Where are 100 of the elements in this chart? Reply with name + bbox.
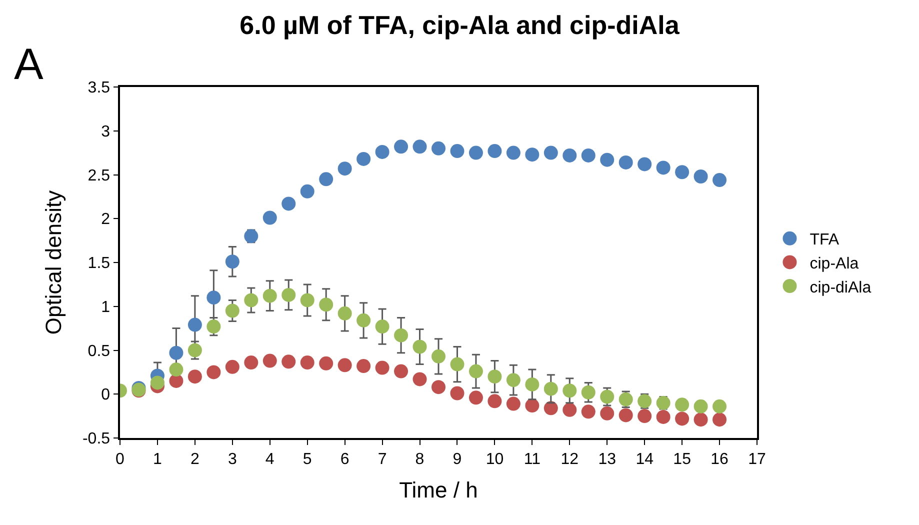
x-tick-label: 3 xyxy=(228,450,237,468)
point xyxy=(675,412,690,426)
point xyxy=(338,162,352,176)
point xyxy=(638,394,652,408)
point xyxy=(675,165,690,180)
point xyxy=(638,157,652,172)
point xyxy=(262,288,277,303)
point xyxy=(188,343,202,358)
point xyxy=(394,364,408,378)
x-tick-label: 8 xyxy=(415,450,424,468)
point xyxy=(562,384,577,398)
point xyxy=(356,313,371,328)
point xyxy=(656,160,670,175)
point xyxy=(525,398,540,413)
point xyxy=(375,144,390,159)
x-tick-label: 12 xyxy=(560,450,579,468)
chart-title: 6.0 µM of TFA, cip-Ala and cip-diAla xyxy=(240,10,680,40)
point xyxy=(675,398,690,412)
x-tick-label: 16 xyxy=(710,450,729,468)
point xyxy=(506,373,520,388)
x-tick-label: 11 xyxy=(524,450,541,468)
point xyxy=(450,357,464,372)
point xyxy=(375,360,390,375)
point xyxy=(319,356,334,370)
point xyxy=(412,372,427,386)
point xyxy=(544,146,558,160)
text: A xyxy=(14,40,44,89)
x-tick-label: 17 xyxy=(748,450,766,468)
point xyxy=(206,365,221,380)
point xyxy=(450,386,464,400)
point xyxy=(694,412,708,427)
point xyxy=(188,370,202,384)
y-tick-label: 2.5 xyxy=(88,167,110,184)
point xyxy=(488,370,502,384)
point xyxy=(638,409,652,424)
point xyxy=(432,349,446,364)
point xyxy=(544,382,558,396)
point xyxy=(319,172,334,186)
point xyxy=(618,392,633,406)
point xyxy=(525,148,540,162)
legend-label: TFA xyxy=(810,232,840,249)
point xyxy=(506,396,520,411)
point xyxy=(544,401,558,416)
point xyxy=(169,362,184,377)
x-tick-label: 6 xyxy=(340,450,350,468)
x-tick-label: 15 xyxy=(673,450,692,468)
point xyxy=(412,140,427,154)
point xyxy=(450,144,464,158)
point xyxy=(600,390,614,404)
point xyxy=(618,155,633,170)
point xyxy=(169,346,184,360)
legend-label: cip-diAla xyxy=(810,279,872,296)
point xyxy=(394,328,408,342)
point xyxy=(562,148,577,162)
point xyxy=(169,374,184,388)
point xyxy=(468,146,483,160)
point xyxy=(282,288,296,302)
point xyxy=(581,385,596,400)
y-tick-label: 3 xyxy=(101,123,110,140)
point xyxy=(244,356,258,370)
y-axis-title: Optical density xyxy=(40,190,66,335)
point xyxy=(150,376,164,390)
point xyxy=(432,380,446,394)
x-tick-label: 9 xyxy=(452,450,462,468)
point xyxy=(488,394,502,408)
point xyxy=(262,210,277,225)
point xyxy=(225,254,240,269)
point xyxy=(712,173,727,188)
point xyxy=(206,320,221,334)
point xyxy=(525,377,540,392)
x-tick-label: 13 xyxy=(598,450,616,468)
point xyxy=(394,140,408,154)
x-axis-title: Time / h xyxy=(399,477,478,502)
point xyxy=(356,359,371,374)
point xyxy=(188,318,202,332)
point xyxy=(468,390,483,405)
point xyxy=(244,293,258,308)
y-tick-label: 2 xyxy=(101,211,110,228)
point xyxy=(375,320,390,334)
point xyxy=(300,293,314,308)
point xyxy=(600,152,614,167)
point xyxy=(581,148,596,162)
y-tick-label: 1.5 xyxy=(88,255,110,272)
point xyxy=(225,360,240,374)
point xyxy=(506,146,520,160)
point xyxy=(412,340,427,354)
point xyxy=(562,402,577,417)
point xyxy=(618,408,633,422)
point xyxy=(656,410,670,424)
point xyxy=(300,184,314,198)
point xyxy=(432,141,446,156)
point xyxy=(282,196,296,211)
y-tick-label: 1 xyxy=(101,298,110,316)
point xyxy=(206,290,221,305)
point xyxy=(468,364,483,378)
y-tick-label: -0.5 xyxy=(82,430,110,448)
point xyxy=(300,356,314,370)
point xyxy=(356,152,371,166)
point xyxy=(600,406,614,420)
x-tick-label: 10 xyxy=(486,450,504,468)
